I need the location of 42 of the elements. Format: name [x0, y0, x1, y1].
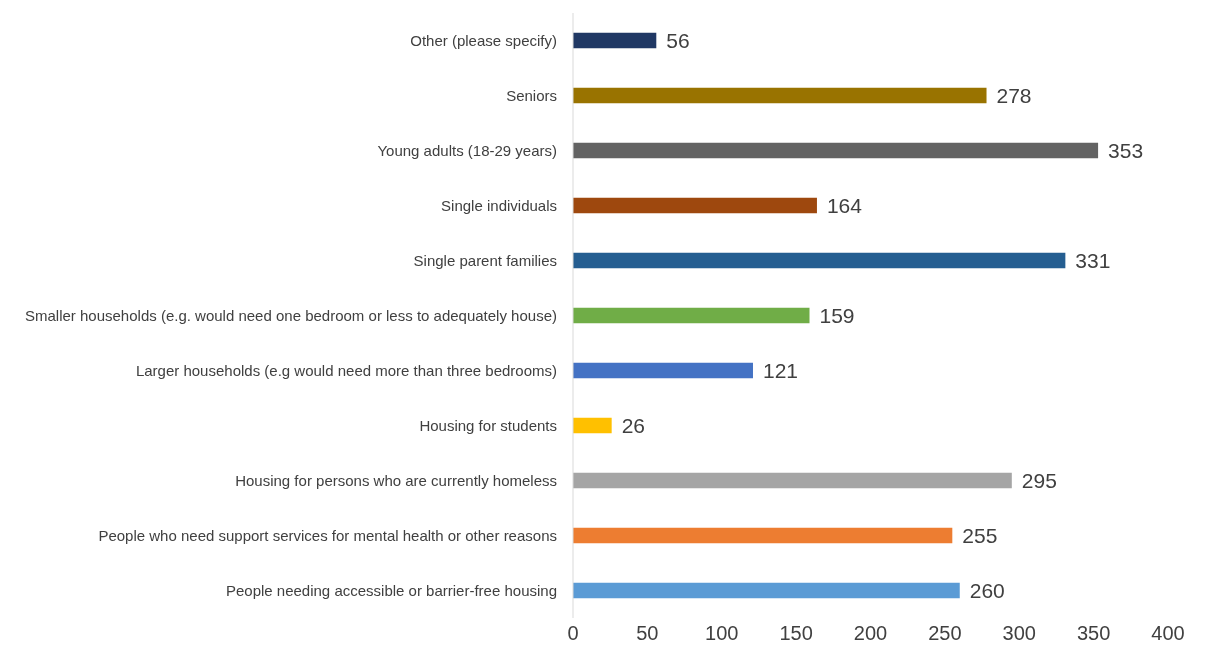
bar [573, 527, 953, 544]
x-tick-label: 350 [1076, 622, 1111, 645]
x-tick-label: 300 [1002, 622, 1036, 645]
x-tick-label: 0 [567, 622, 579, 645]
bar [573, 417, 612, 434]
data-label: 331 [1075, 248, 1111, 272]
bar [573, 252, 1066, 269]
bar [573, 142, 1099, 159]
bar [573, 197, 817, 214]
bar [573, 87, 987, 104]
x-tick-label: 250 [928, 622, 962, 645]
y-tick-label: People needing accessible or barrier-free housing [225, 581, 557, 599]
data-label: 56 [666, 28, 690, 52]
x-tick-label: 400 [1151, 622, 1185, 645]
y-tick-label: Single parent families [413, 251, 557, 269]
y-tick-label: Young adults (18-29 years) [377, 141, 557, 159]
y-tick-label: Single individuals [441, 196, 557, 214]
data-label: 295 [1021, 468, 1057, 492]
data-label: 278 [996, 83, 1032, 107]
bar [573, 307, 810, 324]
y-tick-label: Larger households (e.g would need more than three bedrooms) [135, 361, 557, 379]
data-label: 159 [819, 303, 855, 327]
x-tick-label: 200 [853, 622, 888, 645]
y-tick-label: Housing for persons who are currently homeless [235, 471, 557, 489]
x-tick-label: 50 [636, 622, 659, 645]
y-tick-label: People who need support services for mental health or other reasons [98, 526, 557, 544]
data-label: 164 [826, 193, 863, 217]
x-tick-label: 100 [705, 622, 739, 645]
y-tick-label: Other (please specify) [410, 31, 557, 49]
y-tick-label: Housing for students [419, 416, 557, 434]
x-tick-label: 150 [779, 622, 813, 645]
bar [573, 582, 960, 599]
data-label: 26 [621, 413, 646, 437]
y-tick-label: Seniors [506, 86, 557, 104]
data-label: 121 [762, 358, 799, 382]
bar [573, 472, 1012, 489]
bar [573, 362, 753, 379]
data-label: 260 [969, 578, 1005, 602]
bar [573, 32, 657, 49]
data-label: 353 [1108, 138, 1144, 162]
y-tick-label: Smaller households (e.g. would need one bedroom or less to adequately house) [24, 306, 557, 324]
data-label: 255 [962, 523, 998, 547]
